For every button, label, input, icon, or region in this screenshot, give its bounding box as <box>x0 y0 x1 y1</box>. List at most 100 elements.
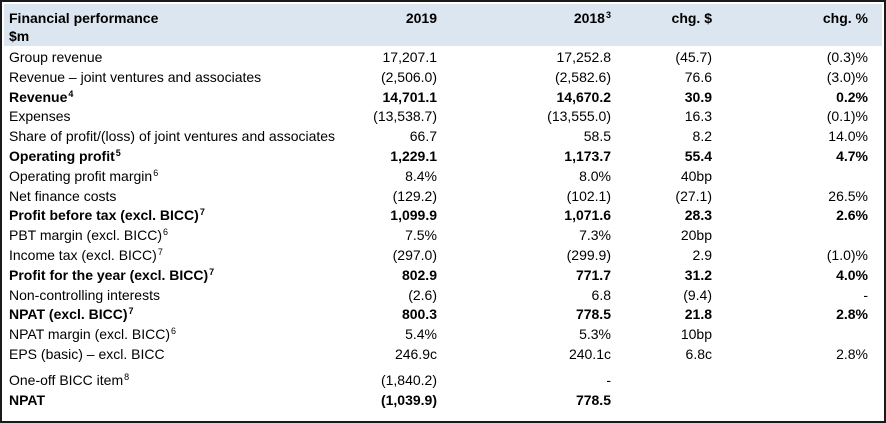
cell-2018: 8.0% <box>579 167 611 184</box>
cell-2019: 1,229.1 <box>390 148 437 164</box>
cell-change-dollar: (27.1) <box>675 187 712 204</box>
row-label: EPS (basic) – excl. BICC <box>9 344 165 364</box>
row-label-text: Revenue <box>9 88 68 105</box>
row-label: Group revenue <box>9 47 102 67</box>
cell-change-dollar: 40bp <box>680 167 712 184</box>
cell-2018: 58.5 <box>583 128 611 145</box>
cell-change-percent: 2.8% <box>836 346 868 362</box>
cell-2018: 1,071.6 <box>564 207 611 224</box>
header-col-2018: 20183 <box>574 8 611 28</box>
header-col-2018-text: 2018 <box>573 10 605 26</box>
cell-2018: 17,252.8 <box>556 49 612 65</box>
row-label-text: Revenue – joint ventures and associates <box>9 68 262 85</box>
row-label: Revenue – joint ventures and associates <box>9 67 261 87</box>
cell-2018: - <box>606 371 611 388</box>
row-label-text: Profit before tax (excl. BICC) <box>9 207 199 224</box>
footnote-marker: 4 <box>68 88 74 99</box>
cell-change-dollar: 6.8c <box>685 346 712 362</box>
footnote-marker: 5 <box>115 148 121 158</box>
cell-change-dollar: 55.4 <box>684 148 712 164</box>
cell-2019: (13,538.7) <box>373 108 437 125</box>
cell-2018: (299.9) <box>566 247 611 263</box>
row-label: NPAT margin (excl. BICC)6 <box>9 324 176 344</box>
row-label-text: Operating profit <box>9 148 115 164</box>
header-title: Financial performance <box>9 10 159 26</box>
row-label: Revenue4 <box>9 87 73 107</box>
cell-change-percent: 14.0% <box>828 128 868 145</box>
row-label: Operating profit margin6 <box>9 166 158 186</box>
cell-change-dollar: (9.4) <box>683 286 712 303</box>
row-label: NPAT <box>9 390 45 410</box>
cell-change-dollar: 16.3 <box>684 108 712 125</box>
cell-change-dollar: 8.2 <box>692 128 712 145</box>
footnote-marker: 7 <box>128 306 134 317</box>
cell-change-percent: 2.8% <box>836 306 868 323</box>
cell-change-percent: - <box>863 286 868 303</box>
row-label-text: Operating profit margin <box>9 167 153 184</box>
cell-2019: 66.7 <box>409 128 437 145</box>
header-col-chg: chg. $ <box>671 10 712 26</box>
cell-change-dollar: 76.6 <box>684 68 712 85</box>
cell-change-percent: (0.1)% <box>826 108 868 125</box>
cell-2018: (13,555.0) <box>547 108 611 125</box>
cell-2018: 14,670.2 <box>556 88 612 105</box>
row-label-text: Expenses <box>9 108 71 125</box>
cell-2018: 1,173.7 <box>564 148 611 164</box>
row-label: Income tax (excl. BICC)7 <box>9 245 163 265</box>
row-label-text: EPS (basic) – excl. BICC <box>9 346 165 362</box>
header-unit: $m <box>9 28 30 44</box>
cell-2018: 6.8 <box>591 286 611 303</box>
cell-2019: 8.4% <box>405 167 437 184</box>
row-label: NPAT (excl. BICC)7 <box>9 304 134 324</box>
cell-2019: 17,207.1 <box>382 49 438 65</box>
row-label: PBT margin (excl. BICC)6 <box>9 225 168 245</box>
cell-change-dollar: 28.3 <box>684 207 712 224</box>
cell-2019: 802.9 <box>401 266 437 283</box>
footnote-marker: 6 <box>153 167 159 178</box>
cell-2018: (2,582.6) <box>554 68 611 85</box>
cell-change-dollar: 10bp <box>680 326 712 343</box>
row-label-text: NPAT <box>9 391 46 408</box>
cell-2019: 246.9c <box>394 346 437 362</box>
cell-2019: (297.0) <box>392 247 437 263</box>
cell-2019: (2.6) <box>408 286 437 303</box>
row-label-text: Net finance costs <box>9 187 117 204</box>
cell-change-percent: (0.3)% <box>826 49 868 65</box>
footnote-marker: 7 <box>209 266 215 277</box>
row-label: Net finance costs <box>9 186 116 206</box>
row-label-text: Non-controlling interests <box>9 286 160 303</box>
cell-change-percent: (3.0)% <box>826 68 868 85</box>
row-label: Profit before tax (excl. BICC)7 <box>9 205 205 225</box>
cell-2019: (1,840.2) <box>380 371 437 388</box>
cell-2018: 240.1c <box>568 346 611 362</box>
cell-change-dollar: 30.9 <box>684 88 712 105</box>
row-label-text: Profit for the year (excl. BICC) <box>9 266 209 283</box>
cell-change-dollar: 31.2 <box>684 266 712 283</box>
row-label: Operating profit5 <box>9 146 121 166</box>
row-label: Expenses <box>9 106 70 126</box>
row-label: Profit for the year (excl. BICC)7 <box>9 265 214 285</box>
cell-2019: 5.4% <box>405 326 437 343</box>
cell-2019: 800.3 <box>401 306 437 323</box>
cell-change-percent: 26.5% <box>828 187 868 204</box>
row-label-text: Group revenue <box>9 49 103 65</box>
cell-2019: (1,039.9) <box>380 391 437 408</box>
footnote-marker: 6 <box>163 227 169 238</box>
cell-change-percent: (1.0)% <box>826 247 868 263</box>
cell-2019: 1,099.9 <box>390 207 437 224</box>
cell-2019: (2,506.0) <box>380 68 437 85</box>
cell-2018: 778.5 <box>575 306 611 323</box>
row-label-text: Share of profit/(loss) of joint ventures… <box>9 128 336 145</box>
cell-2018: 7.3% <box>579 227 611 244</box>
row-label-text: NPAT (excl. BICC) <box>9 306 128 323</box>
row-label: Non-controlling interests <box>9 285 160 305</box>
row-label-text: NPAT margin (excl. BICC) <box>9 326 171 343</box>
footnote-marker: 7 <box>157 247 163 257</box>
footnote-marker: 8 <box>124 371 130 382</box>
header-col-2018-footnote: 3 <box>605 10 611 20</box>
cell-2019: 7.5% <box>405 227 437 244</box>
cell-2018: 771.7 <box>575 266 611 283</box>
table-header-band <box>4 4 882 46</box>
cell-2018: 5.3% <box>579 326 611 343</box>
